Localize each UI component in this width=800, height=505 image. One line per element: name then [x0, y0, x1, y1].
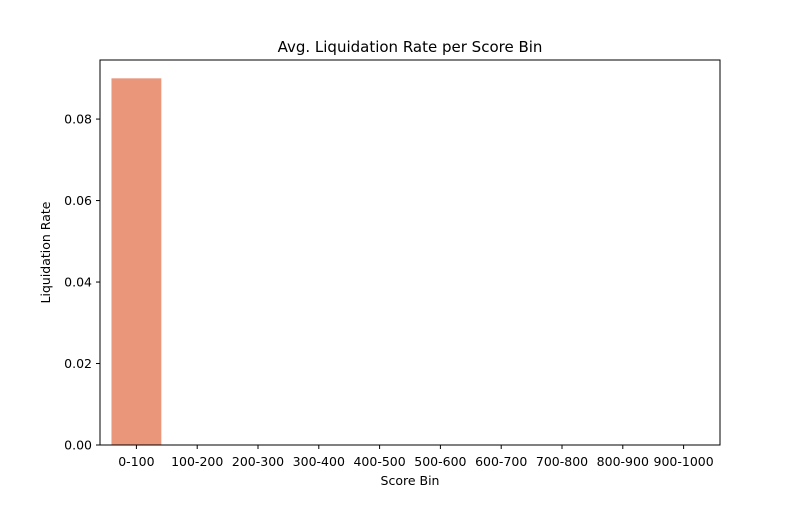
x-tick-label: 900-1000 — [654, 454, 714, 469]
x-tick-label: 200-300 — [232, 454, 284, 469]
x-tick-label: 300-400 — [293, 454, 345, 469]
y-axis: 0.00 0.02 0.04 0.06 0.08 — [64, 112, 100, 453]
x-tick-label: 400-500 — [353, 454, 405, 469]
x-tick-label: 500-600 — [414, 454, 466, 469]
y-tick-label: 0.06 — [64, 193, 92, 208]
y-tick-label: 0.04 — [64, 275, 92, 290]
y-axis-label: Liquidation Rate — [38, 201, 53, 303]
bar-0-100 — [111, 78, 162, 445]
y-tick-label: 0.00 — [64, 438, 92, 453]
x-axis-label: Score Bin — [381, 473, 440, 488]
x-tick-label: 100-200 — [171, 454, 223, 469]
bars-group — [111, 78, 162, 445]
y-tick-label: 0.02 — [64, 356, 92, 371]
x-axis: 0-100 100-200 200-300 300-400 400-500 500-600… — [118, 445, 714, 469]
chart-title: Avg. Liquidation Rate per Score Bin — [278, 38, 543, 56]
x-tick-label: 0-100 — [118, 454, 154, 469]
x-tick-label: 800-900 — [597, 454, 649, 469]
x-tick-label: 700-800 — [536, 454, 588, 469]
plot-frame — [99, 59, 721, 446]
x-tick-label: 600-700 — [475, 454, 527, 469]
y-tick-label: 0.08 — [64, 112, 92, 127]
